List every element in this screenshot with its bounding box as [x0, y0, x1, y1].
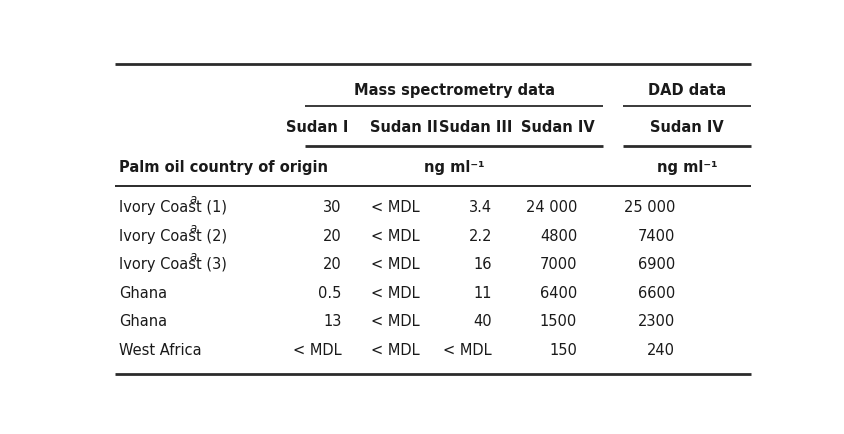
- Text: 6400: 6400: [539, 286, 576, 301]
- Text: 40: 40: [473, 314, 491, 329]
- Text: Palm oil country of origin: Palm oil country of origin: [118, 160, 327, 175]
- Text: 24 000: 24 000: [525, 201, 576, 216]
- Text: < MDL: < MDL: [371, 257, 419, 272]
- Text: 0.5: 0.5: [317, 286, 341, 301]
- Text: a: a: [189, 250, 197, 263]
- Text: DAD data: DAD data: [647, 83, 725, 98]
- Text: 13: 13: [322, 314, 341, 329]
- Text: 4800: 4800: [539, 229, 576, 244]
- Text: 20: 20: [322, 257, 341, 272]
- Text: < MDL: < MDL: [371, 201, 419, 216]
- Text: Ivory Coast (2): Ivory Coast (2): [118, 229, 226, 244]
- Text: 11: 11: [473, 286, 491, 301]
- Text: 6600: 6600: [637, 286, 674, 301]
- Text: 2.2: 2.2: [468, 229, 491, 244]
- Text: 150: 150: [549, 342, 576, 358]
- Text: Ghana: Ghana: [118, 286, 166, 301]
- Text: < MDL: < MDL: [371, 314, 419, 329]
- Text: Ghana: Ghana: [118, 314, 166, 329]
- Text: < MDL: < MDL: [443, 342, 491, 358]
- Text: Sudan I: Sudan I: [285, 120, 348, 135]
- Text: 6900: 6900: [637, 257, 674, 272]
- Text: a: a: [189, 193, 197, 206]
- Text: 240: 240: [647, 342, 674, 358]
- Text: < MDL: < MDL: [371, 229, 419, 244]
- Text: ng ml⁻¹: ng ml⁻¹: [656, 160, 717, 175]
- Text: < MDL: < MDL: [292, 342, 341, 358]
- Text: < MDL: < MDL: [371, 342, 419, 358]
- Text: Sudan IV: Sudan IV: [649, 120, 722, 135]
- Text: Ivory Coast (1): Ivory Coast (1): [118, 201, 226, 216]
- Text: 7000: 7000: [539, 257, 576, 272]
- Text: West Africa: West Africa: [118, 342, 201, 358]
- Text: Sudan III: Sudan III: [438, 120, 511, 135]
- Text: 30: 30: [322, 201, 341, 216]
- Text: 7400: 7400: [637, 229, 674, 244]
- Text: ng ml⁻¹: ng ml⁻¹: [424, 160, 484, 175]
- Text: Sudan II: Sudan II: [369, 120, 437, 135]
- Text: 16: 16: [473, 257, 491, 272]
- Text: 2300: 2300: [637, 314, 674, 329]
- Text: a: a: [189, 221, 197, 234]
- Text: < MDL: < MDL: [371, 286, 419, 301]
- Text: 1500: 1500: [539, 314, 576, 329]
- Text: Mass spectrometry data: Mass spectrometry data: [354, 83, 555, 98]
- Text: Sudan IV: Sudan IV: [520, 120, 593, 135]
- Text: Ivory Coast (3): Ivory Coast (3): [118, 257, 226, 272]
- Text: 20: 20: [322, 229, 341, 244]
- Text: 3.4: 3.4: [468, 201, 491, 216]
- Text: 25 000: 25 000: [623, 201, 674, 216]
